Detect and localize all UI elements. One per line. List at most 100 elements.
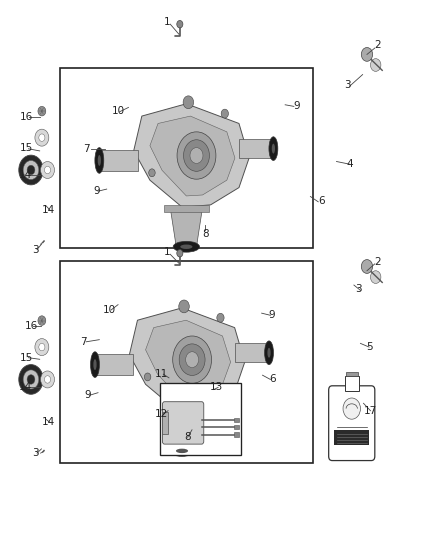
Ellipse shape xyxy=(176,449,188,453)
Ellipse shape xyxy=(268,348,271,358)
Bar xyxy=(239,139,273,158)
Circle shape xyxy=(23,370,39,389)
Text: 9: 9 xyxy=(293,101,300,111)
Polygon shape xyxy=(170,207,202,247)
Circle shape xyxy=(361,47,373,61)
Circle shape xyxy=(221,109,229,118)
Ellipse shape xyxy=(95,148,104,173)
Circle shape xyxy=(217,313,224,322)
Circle shape xyxy=(177,249,183,257)
Bar xyxy=(60,261,313,463)
Circle shape xyxy=(39,134,45,141)
Bar xyxy=(334,430,369,445)
Ellipse shape xyxy=(98,155,101,166)
Ellipse shape xyxy=(180,245,192,249)
Text: 1: 1 xyxy=(163,17,170,27)
Ellipse shape xyxy=(169,446,195,456)
Text: 9: 9 xyxy=(84,390,91,400)
Circle shape xyxy=(19,155,43,185)
Bar xyxy=(345,376,359,391)
Circle shape xyxy=(186,352,198,368)
Ellipse shape xyxy=(173,241,200,252)
Text: 12: 12 xyxy=(155,409,168,419)
Circle shape xyxy=(173,336,212,383)
Circle shape xyxy=(183,96,194,109)
Text: 9: 9 xyxy=(269,310,276,320)
Text: 16: 16 xyxy=(20,112,33,122)
Text: 9: 9 xyxy=(93,185,99,196)
Circle shape xyxy=(371,271,381,284)
Polygon shape xyxy=(134,104,249,207)
Bar xyxy=(346,372,358,376)
Bar xyxy=(97,150,138,171)
Bar xyxy=(235,343,269,362)
Text: 14: 14 xyxy=(19,382,32,392)
Text: 13: 13 xyxy=(210,382,223,392)
Bar xyxy=(234,425,239,429)
Ellipse shape xyxy=(93,359,97,370)
Bar xyxy=(164,205,208,212)
Text: 2: 2 xyxy=(374,257,381,267)
FancyBboxPatch shape xyxy=(328,386,375,461)
Circle shape xyxy=(149,169,155,177)
Circle shape xyxy=(177,20,183,28)
Text: 2: 2 xyxy=(374,40,381,50)
Ellipse shape xyxy=(272,144,275,154)
Circle shape xyxy=(41,161,54,179)
Text: 15: 15 xyxy=(20,143,33,154)
Circle shape xyxy=(145,373,151,381)
Text: 15: 15 xyxy=(20,353,33,362)
Ellipse shape xyxy=(269,137,278,160)
Polygon shape xyxy=(145,320,230,400)
Bar xyxy=(234,432,239,437)
Bar xyxy=(60,68,313,248)
Text: 10: 10 xyxy=(103,305,116,315)
Text: 8: 8 xyxy=(184,432,191,442)
Text: 6: 6 xyxy=(318,196,325,206)
Ellipse shape xyxy=(91,352,99,377)
Ellipse shape xyxy=(265,341,273,365)
Text: 14: 14 xyxy=(42,205,55,215)
Text: 17: 17 xyxy=(364,406,377,416)
Text: 5: 5 xyxy=(366,342,372,352)
Circle shape xyxy=(371,59,381,71)
Text: 8: 8 xyxy=(202,229,208,239)
Bar xyxy=(162,413,168,433)
Text: 16: 16 xyxy=(25,321,38,331)
Circle shape xyxy=(45,376,50,383)
Bar xyxy=(93,354,134,375)
Bar xyxy=(234,418,239,422)
Circle shape xyxy=(27,165,35,175)
Circle shape xyxy=(35,129,49,146)
Circle shape xyxy=(39,343,45,351)
Text: 4: 4 xyxy=(346,159,353,169)
Text: 14: 14 xyxy=(42,417,55,427)
Text: 6: 6 xyxy=(269,374,276,384)
Circle shape xyxy=(343,398,360,419)
Text: 3: 3 xyxy=(32,245,39,255)
Text: 7: 7 xyxy=(80,337,87,347)
Circle shape xyxy=(45,166,50,174)
Circle shape xyxy=(179,344,205,375)
Circle shape xyxy=(177,132,216,179)
Circle shape xyxy=(38,316,46,325)
Text: 14: 14 xyxy=(19,171,32,180)
Circle shape xyxy=(38,107,46,116)
Circle shape xyxy=(361,260,373,273)
Text: 1: 1 xyxy=(163,247,170,257)
Circle shape xyxy=(190,148,203,164)
Text: 3: 3 xyxy=(32,448,39,458)
Polygon shape xyxy=(150,116,235,196)
Circle shape xyxy=(41,371,54,388)
FancyBboxPatch shape xyxy=(162,402,204,444)
Text: 3: 3 xyxy=(344,79,351,90)
Circle shape xyxy=(19,365,43,394)
Bar xyxy=(160,409,204,416)
Text: 10: 10 xyxy=(111,106,124,116)
Text: 3: 3 xyxy=(355,284,362,294)
Polygon shape xyxy=(166,411,198,451)
Circle shape xyxy=(179,300,189,313)
Circle shape xyxy=(27,375,35,384)
Circle shape xyxy=(184,140,209,171)
Text: 11: 11 xyxy=(155,369,168,378)
